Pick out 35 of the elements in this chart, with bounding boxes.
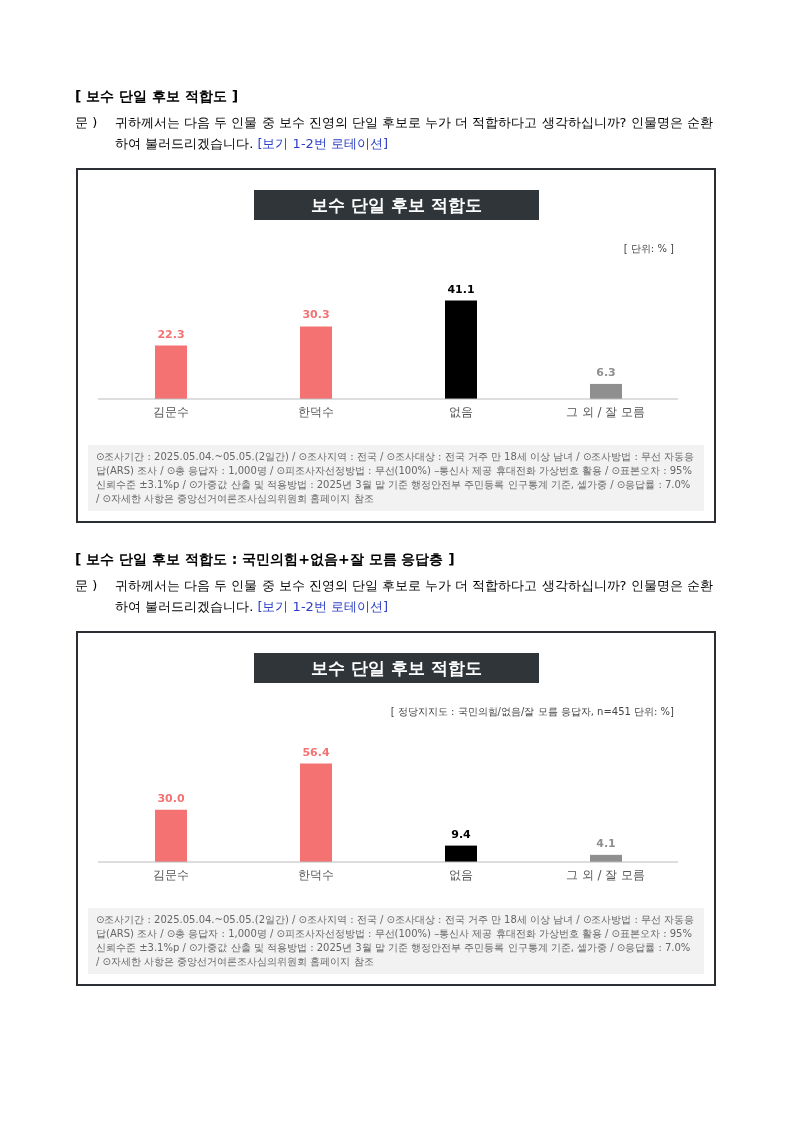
data-label: 6.3 xyxy=(596,365,616,379)
bar xyxy=(445,845,477,862)
text: [ 보수 단일 후보 적합도 ] xyxy=(75,88,240,106)
bar xyxy=(155,809,187,862)
data-label: 4.1 xyxy=(596,836,616,850)
x-tick-label: 없음 xyxy=(448,867,473,882)
text: [보기 1-2번 로테이션] xyxy=(257,599,389,614)
data-label: 30.3 xyxy=(302,308,330,322)
bar xyxy=(300,326,332,399)
bar xyxy=(300,763,332,862)
x-tick-label: 그 외 / 잘 모름 xyxy=(565,404,646,419)
data-label: 56.4 xyxy=(302,745,330,759)
text: [ 보수 단일 후보 적합도 : 국민의힘+없음+잘 모름 응답층 ] xyxy=(75,551,456,569)
text: ⊙조사기간 : 2025.05.04.~05.05.(2일간) / ⊙조사지역 : 전국 / ⊙조사대상 : 전국 거주 만 18세 이상 남녀 / ⊙조사방법 : 무선 자동응답(ARS) 조사 / ⊙총 응답자 : 1,000명 / ⊙피조사자선정방법 : 무선(100%) –통신사 제공 휴대전화 가상번호 활용 / ⊙표본오차 : 95% 신뢰수준 ±3.1%p / ⊙가중값 산출 및 적용방법 : 2025년 3월 말 기준 행정안전부 주민등록 인구통계 기준, 셀가중 / ⊙응답률 : 7.0% / ⊙자세한 사항은 중앙선거여론조사심의위원회 홈페이지 참조 xyxy=(88,908,704,974)
data-label: 9.4 xyxy=(451,827,472,841)
text: ⊙조사기간 : 2025.05.04.~05.05.(2일간) / ⊙조사지역 : 전국 / ⊙조사대상 : 전국 거주 만 18세 이상 남녀 / ⊙조사방법 : 무선 자동응답(ARS) 조사 / ⊙총 응답자 : 1,000명 / ⊙피조사자선정방법 : 무선(100%) –통신사 제공 휴대전화 가상번호 활용 / ⊙표본오차 : 95% 신뢰수준 ±3.1%p / ⊙가중값 산출 및 적용방법 : 2025년 3월 말 기준 행정안전부 주민등록 인구통계 기준, 셀가중 / ⊙응답률 : 7.0% / ⊙자세한 사항은 중앙선거여론조사심의위원회 홈페이지 참조 xyxy=(88,445,704,511)
bar xyxy=(590,383,622,399)
data-label: 22.3 xyxy=(157,327,185,341)
bar xyxy=(155,345,187,399)
text: 문 ) xyxy=(75,114,99,132)
bar xyxy=(445,300,477,399)
chart-title: 보수 단일 후보 적합도 xyxy=(254,190,539,220)
x-tick-label: 김문수 xyxy=(152,867,189,882)
x-tick-label: 그 외 / 잘 모름 xyxy=(565,867,646,882)
x-tick-label: 없음 xyxy=(448,404,473,419)
text: [보기 1-2번 로테이션] xyxy=(257,136,389,151)
x-tick-label: 한덕수 xyxy=(297,404,334,419)
text: [ 정당지지도 : 국민의힘/없음/잘 모름 응답자, n=451 단위: %] xyxy=(389,705,674,719)
x-tick-label: 한덕수 xyxy=(297,867,334,882)
text: [ 단위: % ] xyxy=(622,242,674,256)
data-label: 30.0 xyxy=(157,791,185,805)
chart-title: 보수 단일 후보 적합도 xyxy=(254,653,539,683)
text: 문 ) xyxy=(75,577,99,595)
data-label: 41.1 xyxy=(447,282,475,296)
x-tick-label: 김문수 xyxy=(152,404,189,419)
